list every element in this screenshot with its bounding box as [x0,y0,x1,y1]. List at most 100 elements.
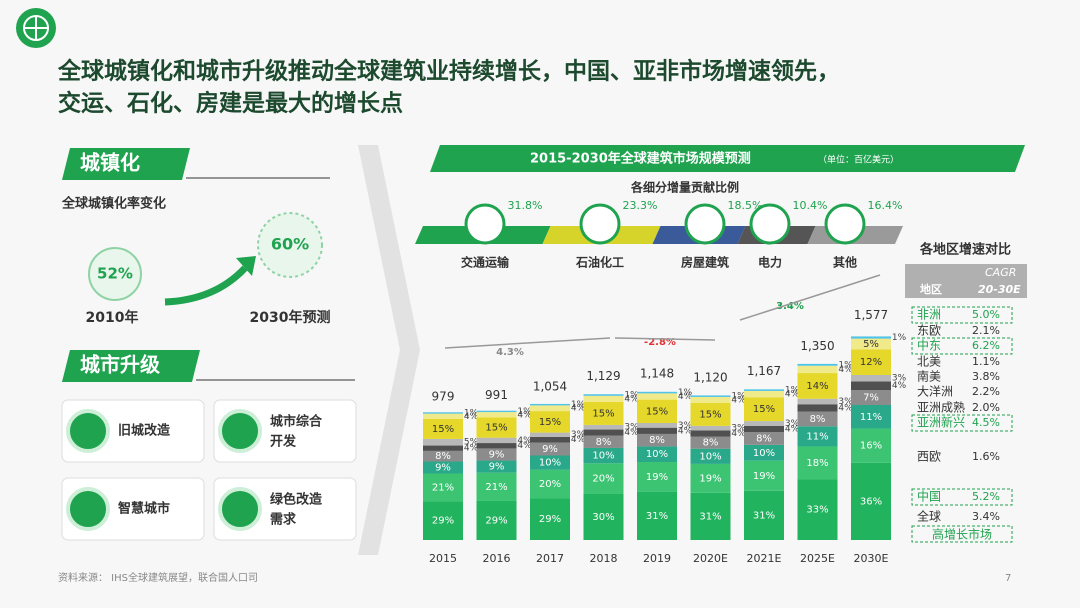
highlight-box [911,525,1013,543]
segment-label: 10% [753,448,775,459]
x-tick-label: 2019 [643,552,671,565]
segment-label: 4% [464,412,479,422]
segment-label: 31% [646,511,668,522]
segment-label: 8% [435,451,451,462]
segment-label: 15% [539,417,561,428]
segment-label: 3% [624,423,639,433]
chart-title: 2015-2030年全球建筑市场规模预测 [530,151,751,167]
segment-label: 4% [571,435,586,445]
title: 全球城镇化和城市升级推动全球建筑业持续增长，中国、亚非市场增速领先， [57,58,840,85]
segment-label: 4% [678,392,693,402]
bar-segment [797,373,838,399]
bar-segment [583,424,624,430]
bar-segment [637,427,677,434]
x-tick-label: 2017 [536,552,564,565]
region-cagr: 2.1% [972,324,1000,337]
bar-segment [530,403,570,406]
region-header-text: 20-30E [978,283,1021,296]
segment-label: 16% [860,441,882,452]
arrow [164,265,248,306]
bar-segment [423,445,463,451]
segment-label: 3% [678,421,693,431]
segment-label: 4% [785,390,800,400]
bar-segment [637,423,677,428]
highlight-box [911,337,1013,355]
segment-label: 1% [785,386,800,396]
region-name: 亚洲新兴 [917,415,965,430]
bar-segment [851,404,891,429]
segment-label: 10% [699,451,721,462]
total-label: 1,167 [747,364,781,378]
bar-segment [423,418,463,439]
region-name: 东欧 [917,324,941,338]
bar-segment [690,425,731,431]
region-cagr: 2.0% [972,401,1000,414]
bar-segment [797,404,838,412]
region-cagr: 5.2% [972,490,1000,503]
region-name: 中国 [917,489,941,504]
total-label: 1,350 [800,339,834,353]
segment-label: 7% [863,392,879,403]
total-label: 1,054 [533,379,567,393]
segment-label: 21% [432,482,454,493]
bar-segment [797,426,838,447]
segment-label: 1% [678,388,693,398]
segment-label: 4% [678,426,693,436]
segment-label: 30% [592,512,614,523]
sector-share: 31.8% [508,199,543,212]
bar-segment [583,435,624,448]
arrow-head [236,256,256,276]
sector-name: 交通运输 [461,255,510,270]
total-label: 979 [432,389,455,403]
segment-label: 4% [464,444,479,454]
region-cagr: 6.2% [972,339,1000,352]
segment-label: 29% [432,516,454,527]
bar-segment [690,448,731,464]
total-label: 1,577 [854,308,888,322]
cagr-arrow [739,274,881,321]
bar-segment [583,463,624,494]
x-tick-label: 2016 [483,552,511,565]
bar-segment [423,412,463,414]
bar-segment [583,493,624,540]
sector-icon [464,203,506,245]
sector-icon [824,203,866,245]
heading-box [62,350,200,382]
bar-segment [476,412,517,418]
bar-segment [690,395,731,397]
region-title: 各地区增速对比 [919,242,1011,258]
bar-segment [851,374,891,382]
segment-label: 3% [838,397,853,407]
item-label-cont: 开发 [270,434,297,450]
segment-label: 3% [785,419,800,429]
bar-segment [744,444,784,461]
bar-segment [797,479,838,540]
segment-label: 1% [517,407,532,417]
segment-label: 4% [571,404,586,414]
item-icon [66,409,110,453]
bar-segment [583,429,624,436]
segment-label: 20% [539,479,561,490]
heading-box [62,148,190,180]
bar-segment [583,447,624,464]
chart-unit: （单位：百亿美元） [818,154,899,166]
bar-segment [637,462,677,492]
bar-segment [423,438,463,446]
footer-source: 资料来源： IHS全球建筑展望，联合国人口司 [58,571,258,584]
bar-segment [476,410,517,413]
bar-segment [423,461,463,474]
bar-segment [530,455,570,470]
segment-label: 9% [542,444,558,455]
region-header-text: 地区 [920,282,942,296]
item-label: 城市综合 [270,414,323,430]
region-legend: 高增长市场 [932,527,992,542]
bar-segment [797,446,838,480]
sector-share: 16.4% [868,199,903,212]
sector-title: 各细分增量贡献比例 [630,180,739,195]
sector-share: 23.3% [623,199,658,212]
sector-name: 房屋建筑 [681,255,729,270]
bar-segment [530,498,570,540]
region-name: 亚洲成熟 [917,400,965,415]
bar-segment [851,349,891,375]
segment-label: 1% [892,333,907,343]
